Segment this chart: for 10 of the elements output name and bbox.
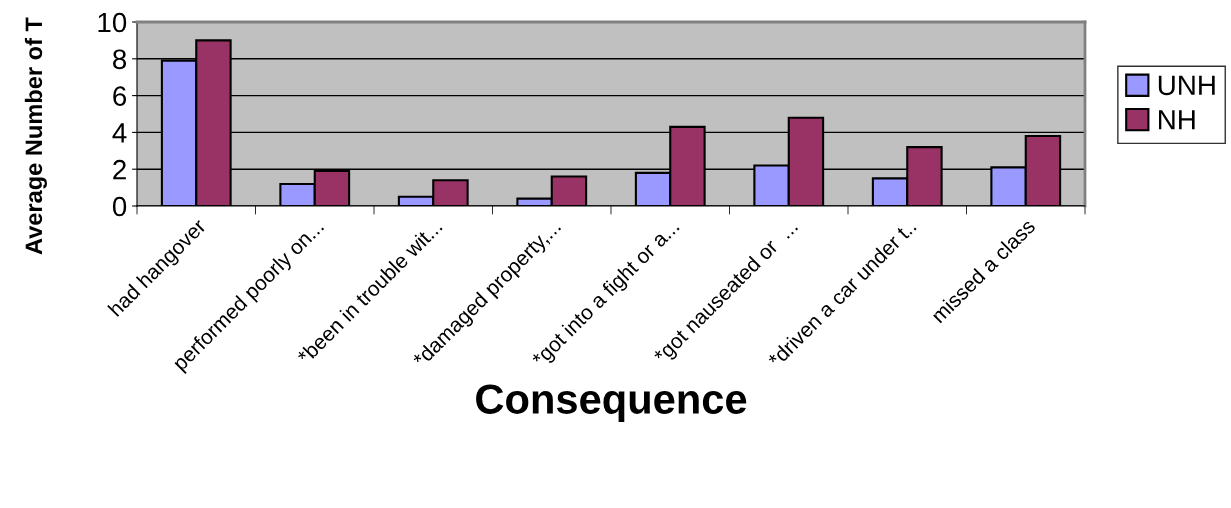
y-tick-label: 0 xyxy=(112,196,127,217)
y-tick-label: 8 xyxy=(113,49,127,70)
y-tick-label: 6 xyxy=(113,86,127,106)
y-tick-label: 10 xyxy=(98,12,127,33)
y-axis-title: Average Number of T xyxy=(24,17,47,255)
y-tick-label: 4 xyxy=(112,123,127,143)
legend-label: UNH xyxy=(1158,75,1215,96)
x-axis-title: Consequence xyxy=(476,384,747,423)
legend-label: NH xyxy=(1159,110,1195,130)
y-tick-label: 2 xyxy=(113,159,126,180)
